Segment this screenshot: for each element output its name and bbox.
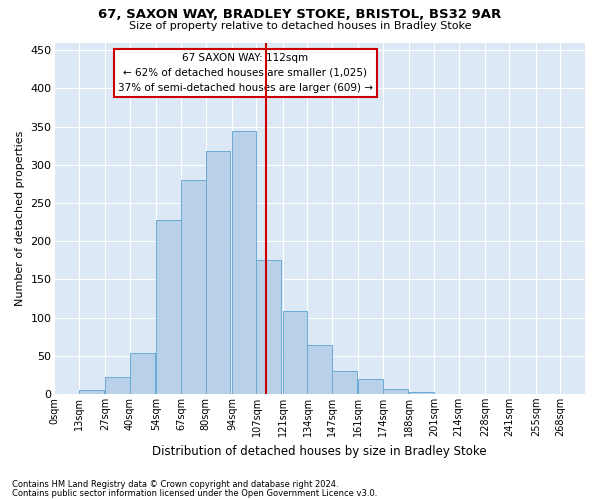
Bar xyxy=(283,310,307,394)
Bar xyxy=(358,380,383,394)
Bar xyxy=(232,131,256,394)
Bar xyxy=(332,371,356,394)
Bar xyxy=(181,180,206,394)
Text: Contains public sector information licensed under the Open Government Licence v3: Contains public sector information licen… xyxy=(12,489,377,498)
Text: Size of property relative to detached houses in Bradley Stoke: Size of property relative to detached ho… xyxy=(129,21,471,31)
Bar xyxy=(79,390,104,394)
Bar xyxy=(130,354,155,394)
Bar xyxy=(206,151,230,394)
Bar xyxy=(307,345,332,394)
Bar xyxy=(383,390,407,394)
X-axis label: Distribution of detached houses by size in Bradley Stoke: Distribution of detached houses by size … xyxy=(152,444,487,458)
Text: 67 SAXON WAY: 112sqm
← 62% of detached houses are smaller (1,025)
37% of semi-de: 67 SAXON WAY: 112sqm ← 62% of detached h… xyxy=(118,53,373,92)
Bar xyxy=(157,220,181,394)
Bar xyxy=(409,392,434,394)
Y-axis label: Number of detached properties: Number of detached properties xyxy=(15,130,25,306)
Text: 67, SAXON WAY, BRADLEY STOKE, BRISTOL, BS32 9AR: 67, SAXON WAY, BRADLEY STOKE, BRISTOL, B… xyxy=(98,8,502,20)
Text: Contains HM Land Registry data © Crown copyright and database right 2024.: Contains HM Land Registry data © Crown c… xyxy=(12,480,338,489)
Bar xyxy=(256,260,281,394)
Bar xyxy=(106,377,130,394)
